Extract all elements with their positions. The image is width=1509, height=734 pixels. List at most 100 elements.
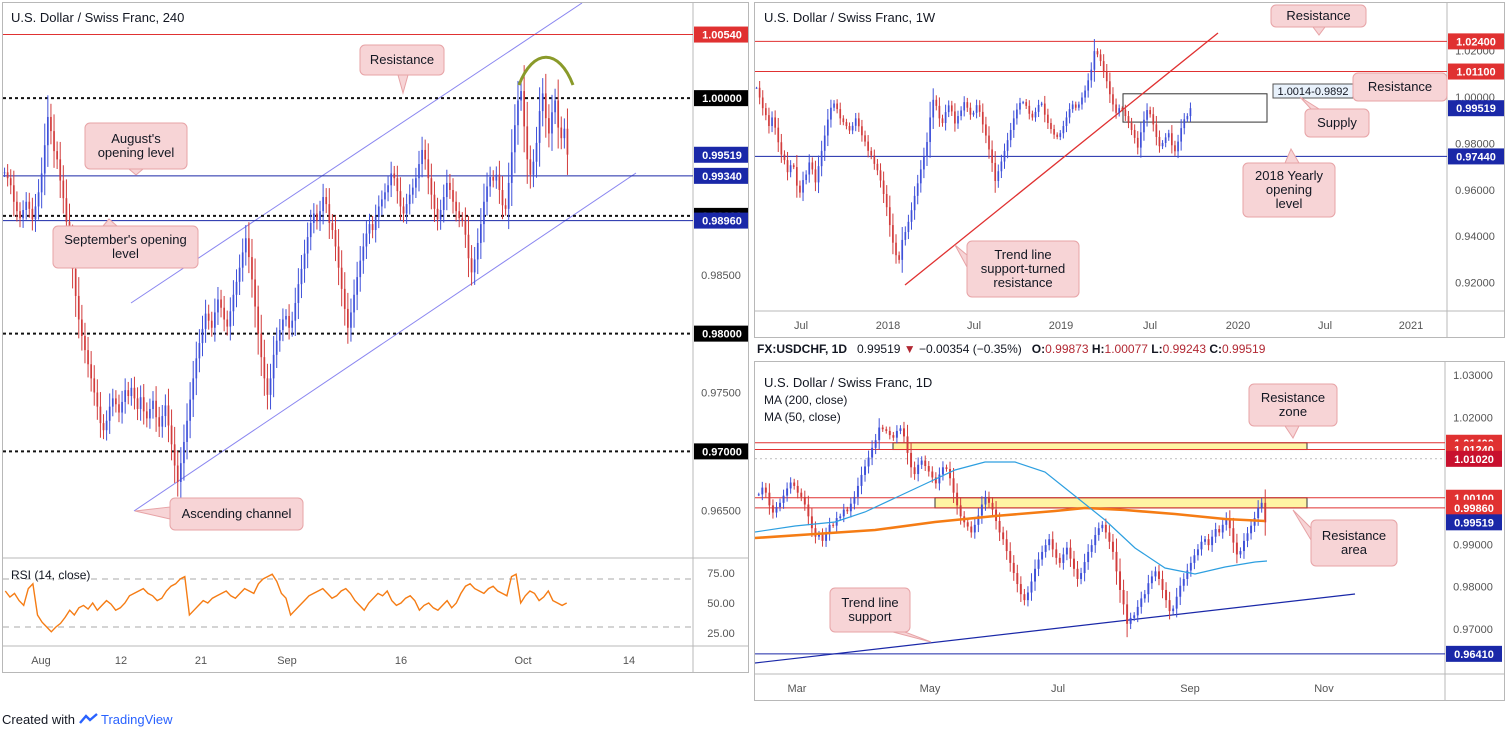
candle-1w <box>805 174 807 181</box>
candle-240 <box>195 358 198 379</box>
candle-1w <box>988 135 990 150</box>
price-tag-1: 1.01100 <box>1456 67 1495 79</box>
candle-1d <box>867 457 870 467</box>
resistance-top-callout-text: Resistance <box>1286 8 1350 23</box>
candle-240 <box>186 420 188 442</box>
candle-1w <box>1161 142 1164 147</box>
candle-1w <box>761 97 764 109</box>
candle-240 <box>204 313 207 329</box>
trend-line <box>904 32 1219 286</box>
candle-1w <box>1031 113 1034 118</box>
chart-240[interactable]: U.S. Dollar / Swiss Franc, 240 0.98500 0.9… <box>3 2 750 672</box>
candle-1d <box>1048 539 1051 546</box>
candle-240 <box>173 444 176 466</box>
candle-240 <box>127 390 130 397</box>
rsi-tick-label: 25.00 <box>707 628 735 640</box>
candle-240 <box>347 308 349 328</box>
candle-240 <box>40 173 43 193</box>
candle-240 <box>294 303 297 321</box>
candle-240 <box>136 398 139 409</box>
candle-240 <box>84 335 86 351</box>
y-tick-label: 0.98000 <box>1453 582 1493 594</box>
candle-1w <box>1016 109 1018 119</box>
candle-240 <box>325 197 328 205</box>
candle-1w <box>1115 104 1117 113</box>
candle-240 <box>306 237 309 254</box>
candle-1w <box>932 99 935 118</box>
candle-1d <box>1207 539 1210 546</box>
chart-panel-240[interactable]: U.S. Dollar / Swiss Franc, 240 0.98500 0.9… <box>2 2 750 673</box>
candle-1d <box>892 435 895 438</box>
candle-1w <box>1164 137 1167 143</box>
y-tick-label: 0.92000 <box>1455 278 1495 290</box>
channel-lower-line <box>133 172 637 512</box>
candle-240 <box>189 399 191 421</box>
tradingview-link[interactable]: TradingView <box>79 712 173 727</box>
chart-1d[interactable]: U.S. Dollar / Swiss Franc, 1D MA (200, cl… <box>754 362 1504 700</box>
candle-240 <box>260 333 263 358</box>
candle-240 <box>223 307 225 320</box>
chart-panel-1d[interactable]: U.S. Dollar / Swiss Franc, 1D MA (200, cl… <box>754 361 1505 701</box>
last-price: 0.99519 <box>857 342 901 356</box>
candle-240 <box>374 217 377 231</box>
candle-1w <box>1158 136 1161 147</box>
candle-1d <box>998 521 1001 533</box>
trendline-callout-text: Trend line <box>994 247 1051 262</box>
candle-240 <box>470 258 473 273</box>
candle-1d <box>1179 585 1182 597</box>
candle-1d <box>1143 594 1146 599</box>
candle-1d <box>825 533 828 541</box>
x-tick-label: Sep <box>277 655 297 667</box>
price-tag-1-bg <box>694 90 750 107</box>
candle-1w <box>1189 108 1192 117</box>
candle-1w <box>895 242 897 256</box>
candle-240 <box>557 100 560 128</box>
candle-240 <box>430 178 433 195</box>
candle-1d <box>782 495 785 503</box>
candle-1w <box>792 165 795 168</box>
double-top-arc <box>517 55 575 86</box>
open-value: 0.99873 <box>1045 342 1089 356</box>
candle-1d <box>903 428 905 437</box>
chart-1w[interactable]: U.S. Dollar / Swiss Franc, 1W1.020001.00… <box>755 3 1504 337</box>
candle-1d <box>1104 524 1107 533</box>
candle-240 <box>149 408 151 419</box>
candle-1d <box>1034 568 1036 582</box>
price-tag-5: 0.99519 <box>1454 517 1494 529</box>
candle-1d <box>924 460 927 467</box>
candle-240 <box>384 192 386 200</box>
candle-1d <box>1062 554 1065 563</box>
candle-1d <box>973 524 976 533</box>
candle-1w <box>1155 124 1158 137</box>
candle-240 <box>263 357 266 379</box>
candle-240 <box>436 208 439 220</box>
candle-1d <box>949 468 951 479</box>
candle-240 <box>145 411 148 419</box>
candle-1d <box>920 460 923 465</box>
candle-240 <box>59 159 62 181</box>
candle-1d <box>1189 562 1192 571</box>
chart-panel-1w[interactable]: U.S. Dollar / Swiss Franc, 1W 1.02000 1.00… <box>754 2 1505 338</box>
x-tick-label: Jul <box>1318 320 1332 332</box>
candle-1d <box>1211 536 1214 546</box>
candle-1d <box>839 516 842 519</box>
candle-1d <box>1147 583 1150 595</box>
candle-1w <box>802 180 804 193</box>
candle-1w <box>904 232 907 240</box>
candle-1w <box>1068 109 1071 118</box>
x-tick-label: 2021 <box>1399 320 1423 332</box>
candle-240 <box>235 281 238 295</box>
candle-1d <box>1133 615 1136 618</box>
candle-1w <box>1065 117 1068 127</box>
candle-1d <box>871 447 874 458</box>
candle-1d <box>1257 507 1260 519</box>
candle-1d <box>888 430 891 436</box>
candle-1d <box>1023 594 1026 601</box>
candle-1d <box>1115 551 1118 572</box>
candle-240 <box>124 390 127 402</box>
resistance-zone-rect <box>892 442 1308 451</box>
candle-1w <box>879 170 882 181</box>
candle-1w <box>892 225 894 243</box>
candle-1w <box>1186 116 1189 120</box>
